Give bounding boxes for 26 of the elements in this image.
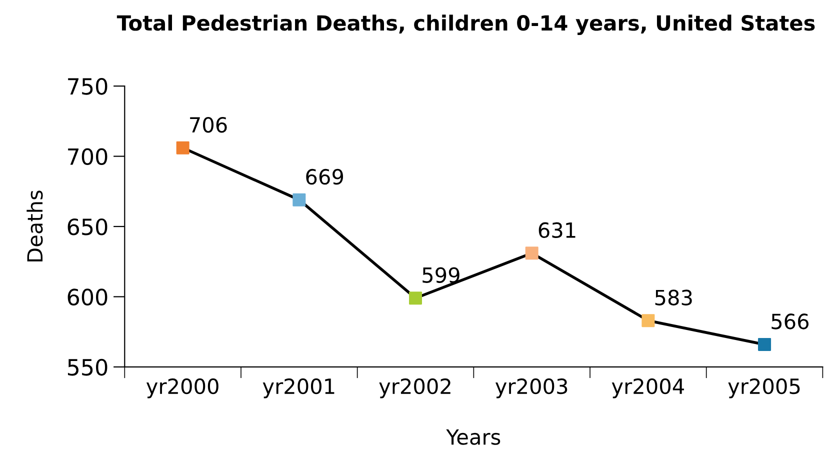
chart-title: Total Pedestrian Deaths, children 0-14 years, United States bbox=[116, 14, 815, 36]
point bbox=[525, 246, 538, 260]
data-label: 706 bbox=[190, 116, 227, 133]
y-tick-label: 600 bbox=[68, 288, 108, 306]
x-axis-title: Years bbox=[446, 429, 500, 445]
y-tick-label: 750 bbox=[68, 78, 108, 95]
point bbox=[292, 193, 306, 206]
data-label: 566 bbox=[772, 314, 809, 330]
x-tick-label: yr2004 bbox=[612, 378, 684, 398]
point bbox=[408, 292, 422, 305]
y-tick-label: 700 bbox=[68, 148, 108, 166]
data-label: 583 bbox=[655, 290, 692, 306]
data-label: 599 bbox=[422, 267, 460, 283]
data-label: 631 bbox=[538, 222, 576, 238]
x-tick-label: yr2005 bbox=[728, 378, 800, 398]
x-tick-label: yr2001 bbox=[262, 378, 334, 398]
x-tick-label: yr2003 bbox=[496, 378, 568, 398]
point bbox=[176, 141, 190, 154]
point bbox=[758, 338, 772, 351]
point bbox=[642, 314, 655, 328]
x-tick-label: yr2002 bbox=[379, 378, 450, 398]
y-axis-title: Deaths bbox=[26, 190, 43, 262]
x-tick-label: yr2000 bbox=[146, 378, 218, 398]
data-label: 669 bbox=[306, 168, 344, 185]
y-tick-label: 650 bbox=[68, 218, 108, 236]
y-tick-label: 550 bbox=[68, 358, 108, 376]
